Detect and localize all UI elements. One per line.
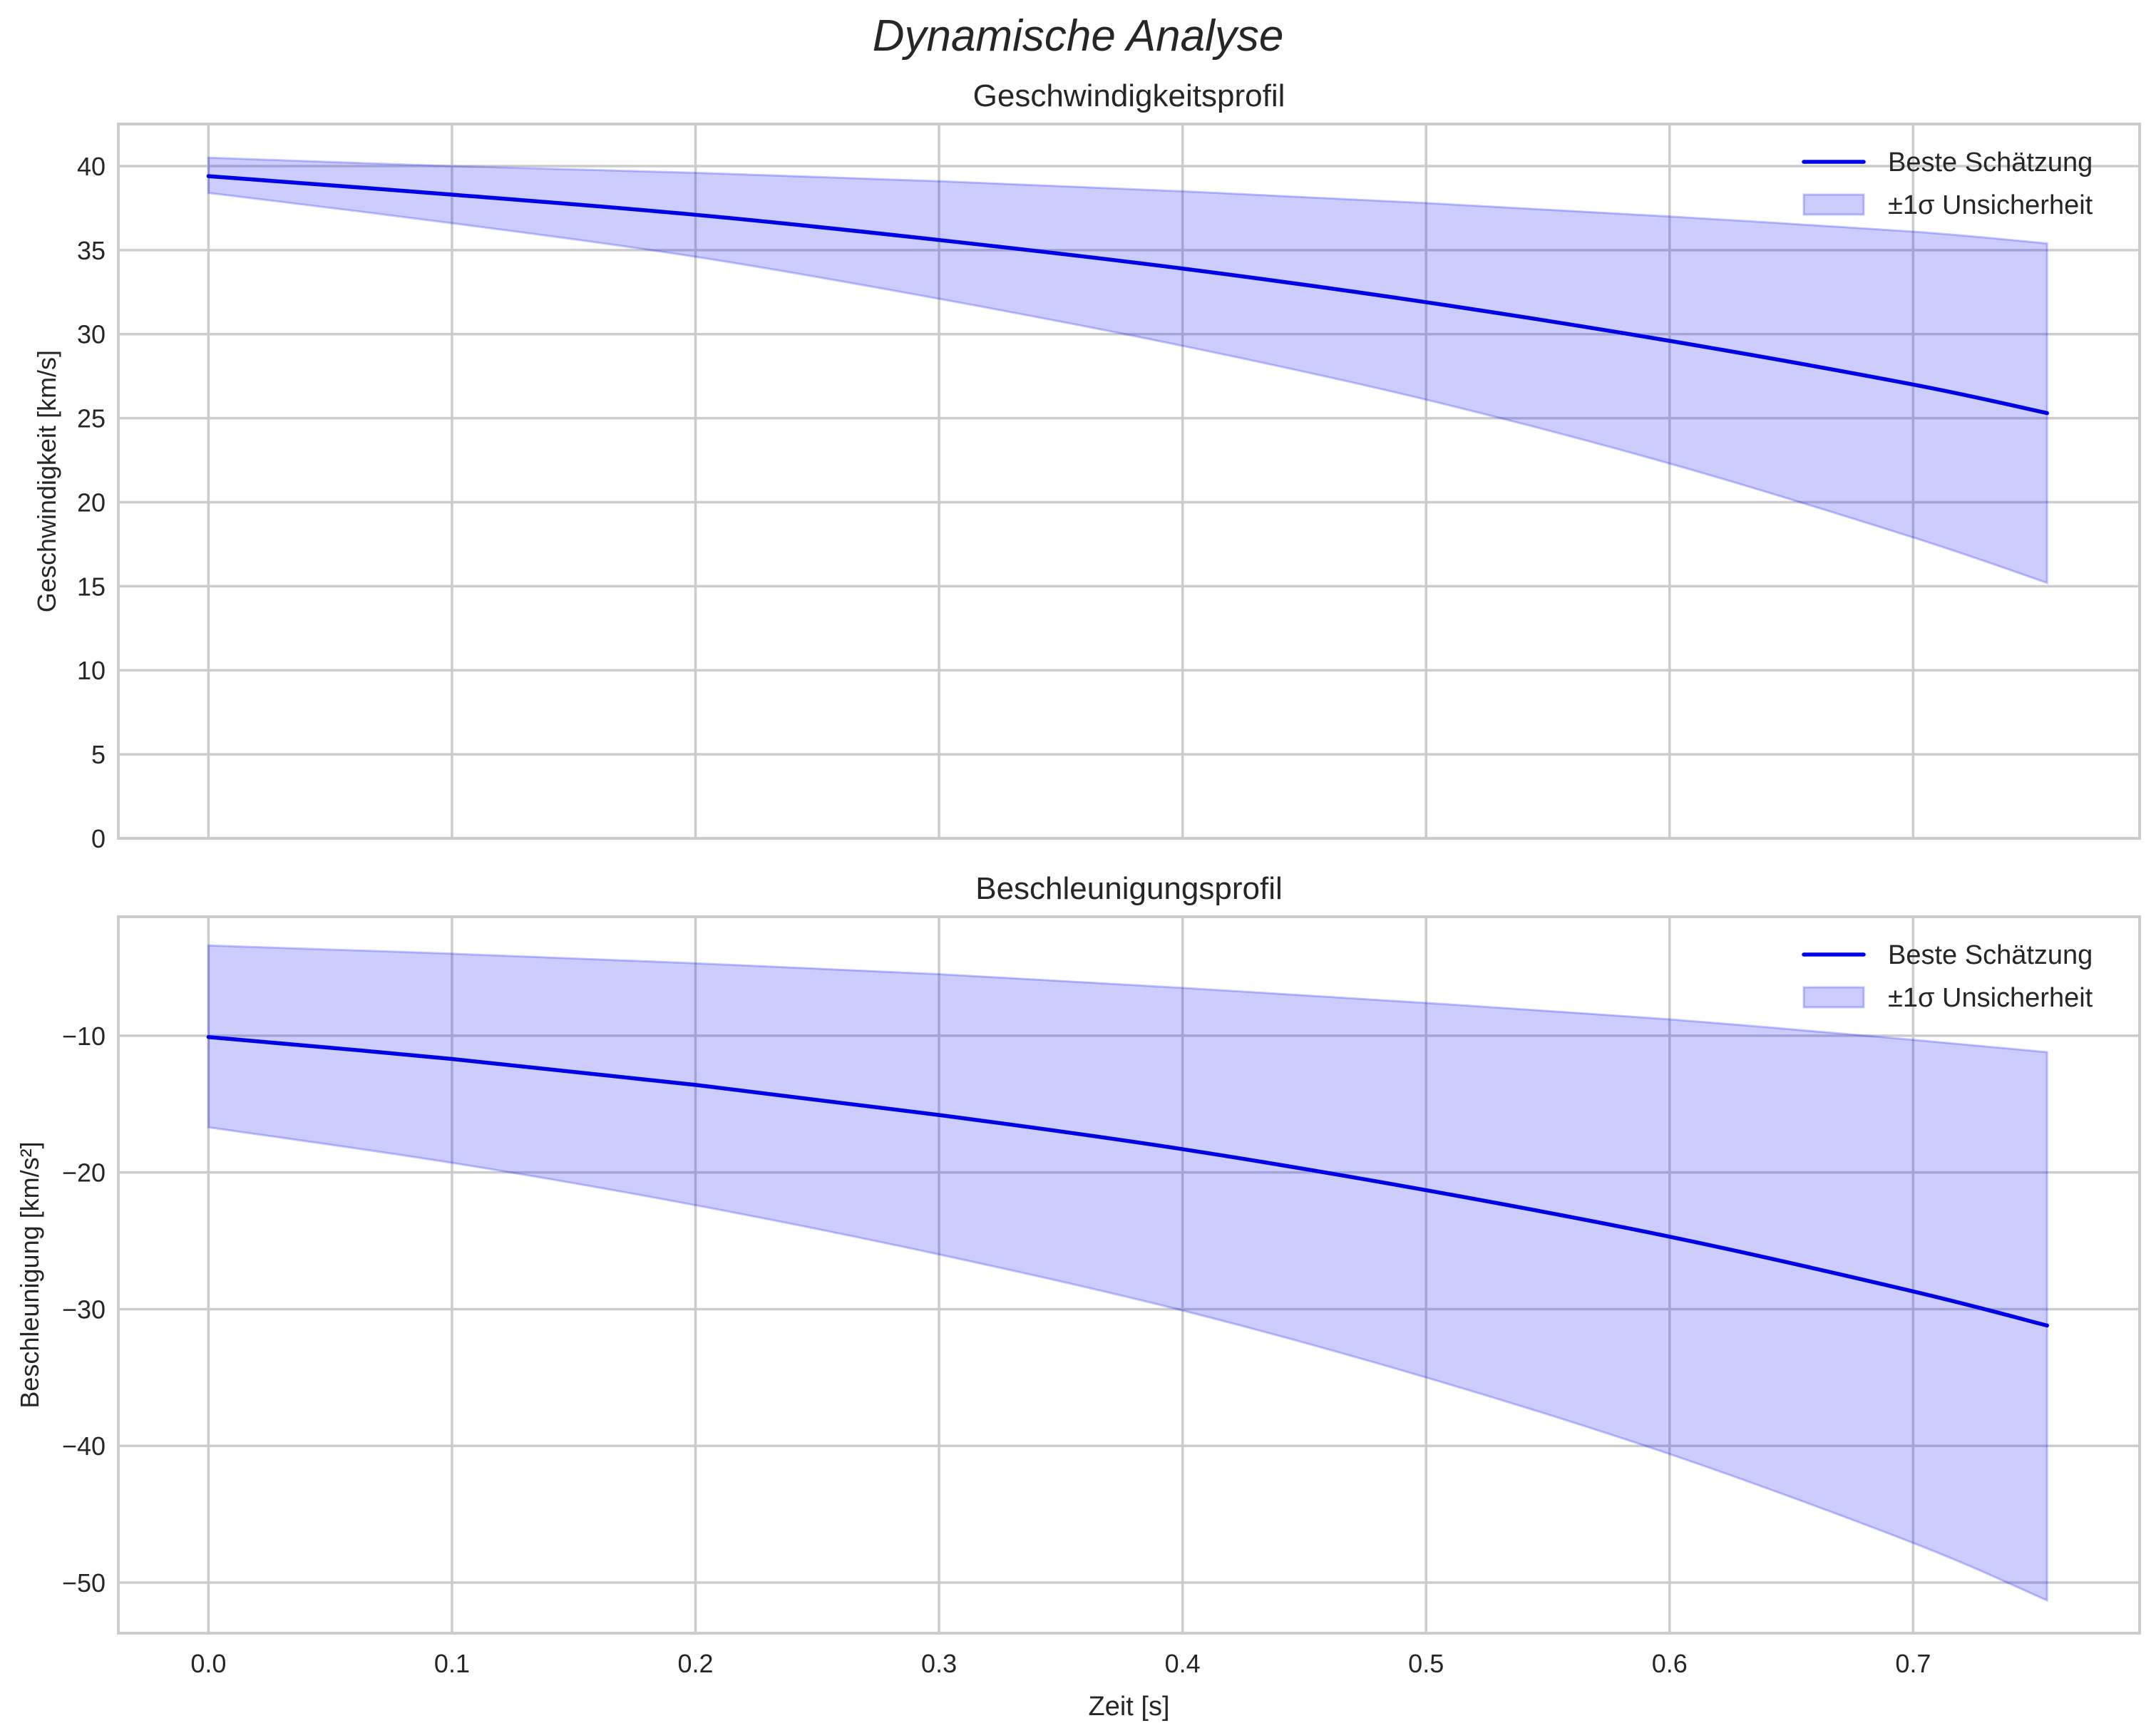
svg-text:−50: −50 [62,1568,106,1598]
svg-text:5: 5 [91,740,106,769]
acceleration-uncertainty-band [207,944,2048,1603]
legend-band-swatch-icon [1802,193,1865,216]
acceleration-subplot-title: Beschleunigungsprofil [975,871,1283,906]
velocity-axes-frame [117,123,2141,840]
acceleration-legend: Beste Schätzung ±1σ Unsicherheit [1802,940,2093,1013]
acceleration-subplot: −10 −20 −30 −40 −50 0.0 0.1 0.2 0.3 0.4 0.5 0.6 0.7… [15,871,2141,1722]
legend-label-best-estimate: Beste Schätzung [1888,148,2093,178]
svg-text:−30: −30 [62,1295,106,1324]
acceleration-y-axis-label: Beschleunigung [km/s²] [15,1141,44,1408]
svg-text:25: 25 [77,404,106,433]
velocity-legend: Beste Schätzung ±1σ Unsicherheit [1802,148,2093,220]
svg-text:−10: −10 [62,1022,106,1051]
svg-text:0.3: 0.3 [921,1649,957,1678]
svg-text:20: 20 [77,488,106,517]
svg-text:0.2: 0.2 [677,1649,713,1678]
svg-text:40: 40 [77,152,106,181]
svg-text:0.0: 0.0 [190,1649,226,1678]
svg-text:0.5: 0.5 [1408,1649,1444,1678]
velocity-best-estimate-line [206,174,2049,416]
legend-label-uncertainty: ±1σ Unsicherheit [1888,983,2093,1013]
acceleration-x-axis-label: Zeit [s] [1088,1692,1169,1722]
svg-text:15: 15 [77,572,106,601]
velocity-subplot-title: Geschwindigkeitsprofil [973,78,1285,113]
svg-text:0: 0 [91,824,106,853]
svg-text:0.1: 0.1 [434,1649,470,1678]
svg-text:35: 35 [77,236,106,265]
legend-label-best-estimate: Beste Schätzung [1888,940,2093,970]
acceleration-best-estimate-line [206,1035,2049,1328]
svg-text:0.6: 0.6 [1652,1649,1688,1678]
svg-text:10: 10 [77,656,106,685]
velocity-y-tick-labels: 0 5 10 15 20 25 30 35 40 [77,152,106,853]
svg-text:0.4: 0.4 [1165,1649,1201,1678]
acceleration-x-tick-labels: 0.0 0.1 0.2 0.3 0.4 0.5 0.6 0.7 [190,1649,1931,1678]
legend-band-swatch-icon [1802,986,1865,1009]
svg-text:0.7: 0.7 [1895,1649,1931,1678]
svg-text:30: 30 [77,320,106,349]
velocity-uncertainty-band [207,156,2048,585]
figure-title: Dynamische Analyse [872,11,1284,61]
acceleration-grid [118,917,2140,1633]
svg-text:−20: −20 [62,1158,106,1188]
acceleration-axes-frame [117,915,2141,1635]
acceleration-y-tick-labels: −10 −20 −30 −40 −50 [62,1022,106,1598]
velocity-y-axis-label: Geschwindigkeit [km/s] [32,350,61,612]
svg-text:−40: −40 [62,1431,106,1461]
legend-label-uncertainty: ±1σ Unsicherheit [1888,190,2093,220]
